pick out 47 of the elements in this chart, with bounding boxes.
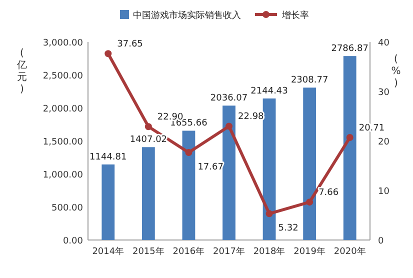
- bar: [303, 88, 316, 240]
- data-label: 2786.87: [331, 44, 368, 54]
- bar: [343, 56, 356, 240]
- y2-tick-label: 40: [378, 38, 390, 48]
- data-label: 5.32: [278, 224, 298, 234]
- data-label: 20.71: [358, 123, 385, 134]
- y-tick-label: 500.00: [52, 204, 84, 214]
- y-tick-label: 2,000.00: [42, 104, 84, 114]
- bar: [262, 98, 276, 240]
- y2-tick-label: 20: [378, 138, 390, 148]
- y-tick-label: 0.00: [62, 236, 84, 246]
- point: [306, 198, 314, 206]
- y2-axis-title: (%): [391, 54, 401, 89]
- point: [185, 149, 192, 156]
- legend-label: 中国游戏市场实际销售收入: [133, 10, 241, 21]
- data-label: 2036.07: [210, 94, 248, 104]
- y-tick-label: 2,500.00: [42, 72, 84, 82]
- bar: [222, 106, 236, 240]
- point: [104, 50, 112, 58]
- data-label: 1407.02: [130, 135, 168, 146]
- y2-tick-label: 10: [378, 187, 390, 197]
- data-label: 2308.77: [290, 76, 328, 86]
- x-tick-label: 2015年: [132, 246, 164, 257]
- y2-tick-label: 0: [378, 236, 384, 246]
- y2-tick-label: 30: [378, 88, 390, 98]
- x-tick-label: 2019年: [294, 246, 326, 257]
- point: [144, 123, 152, 130]
- y-axis-title: (亿元): [16, 48, 27, 95]
- legend-label: 增长率: [281, 10, 309, 21]
- y-tick-label: 1,500.00: [42, 138, 84, 148]
- x-tick-label: 2016年: [172, 246, 205, 257]
- point: [226, 122, 232, 130]
- x-tick-label: 2018年: [253, 246, 286, 257]
- data-label: 1144.81: [90, 152, 127, 162]
- y-tick-label: 3,000.00: [42, 38, 84, 48]
- data-label: 7.66: [318, 188, 339, 198]
- point: [346, 134, 354, 141]
- data-label: 37.65: [117, 40, 143, 50]
- x-tick-label: 2014年: [92, 246, 124, 257]
- bar: [142, 147, 155, 240]
- x-tick-label: 2017年: [213, 246, 245, 257]
- point: [266, 210, 273, 218]
- y-tick-label: 1,000.00: [42, 170, 84, 180]
- data-label: 2144.43: [250, 86, 288, 96]
- x-tick-label: 2020年: [334, 246, 366, 257]
- bar: [182, 130, 196, 240]
- bar: [102, 164, 115, 240]
